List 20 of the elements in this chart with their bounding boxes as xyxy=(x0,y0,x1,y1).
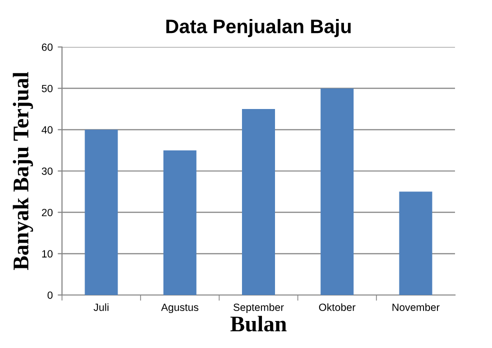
y-tick-label: 20 xyxy=(42,208,53,216)
y-tick-label: 40 xyxy=(42,126,53,134)
bar xyxy=(163,150,196,295)
bar xyxy=(399,192,432,295)
y-axis-title: Banyak Baju Terjual xyxy=(12,72,34,270)
chart-title: Data Penjualan Baju xyxy=(166,19,351,38)
x-tick-label: September xyxy=(234,303,284,314)
x-axis-title: Bulan xyxy=(230,316,287,332)
x-tick-label: Oktober xyxy=(319,303,356,311)
y-tick-label: 0 xyxy=(48,292,53,299)
x-tick-label: November xyxy=(392,303,440,311)
y-tick-label: 50 xyxy=(42,84,53,92)
y-tick-label: 30 xyxy=(42,168,53,175)
x-tick-label: Agustus xyxy=(161,304,198,314)
y-tick-label: 60 xyxy=(42,44,53,51)
x-tick-label: Juli xyxy=(94,303,108,311)
bar xyxy=(320,88,354,295)
bar xyxy=(242,109,276,295)
bar xyxy=(84,130,118,295)
y-tick-label: 10 xyxy=(42,250,53,258)
